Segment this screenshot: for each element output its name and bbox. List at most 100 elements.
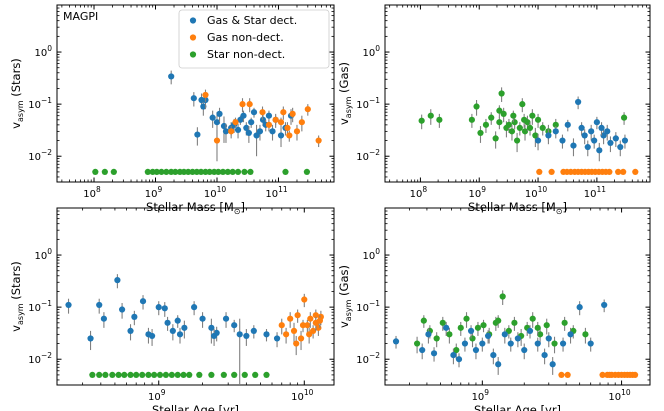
point-star-non [180,371,187,379]
point-star-non [89,371,96,379]
point-star-non [96,371,103,379]
point-star-non [511,319,518,326]
y-tick-label: 10−2 [356,148,380,163]
point-gas-non [615,168,622,176]
point-star-non [172,168,179,176]
point-star-non [413,340,421,347]
point-gas-non [307,315,314,322]
y-axis-label-sub: asym [16,100,25,122]
point-star-non [513,137,521,144]
point-gas-star [256,128,264,135]
point-star-non [174,371,181,379]
y-axis-label-base: v [337,118,351,125]
point-gas-star [576,304,583,311]
x-tick-exp: 9 [481,185,486,194]
point-gas-star [118,306,126,313]
x-tick-exp: 8 [96,185,101,194]
point-gas-star [545,335,552,342]
point-star-non [495,317,502,324]
point-gas-non [564,371,571,379]
y-tick-label: 100 [34,44,52,59]
point-star-non [208,371,215,379]
points-layer [92,70,322,176]
point-gas-star [617,143,624,151]
point-gas-star [139,298,147,305]
point-gas-star [549,361,556,368]
point-star-non [505,327,512,334]
y-axis-label-rest: (Gas) [337,265,351,300]
x-axis-label: Stellar Mass [M⊙] [146,200,245,216]
point-gas-star [575,98,582,106]
y-tick-exp: 0 [47,247,52,256]
y-tick-label: 100 [34,247,52,262]
x-tick-exp: 9 [161,388,166,397]
point-star-non [469,335,476,342]
point-star-non [488,114,495,121]
point-gas-non [272,116,279,123]
point-star-non [539,124,546,131]
y-tick-base: 10 [356,152,369,163]
points-layer [392,290,639,379]
x-tick-base: 10 [291,392,304,403]
legend-box [178,9,330,69]
point-gas-star [521,346,528,354]
point-gas-star [567,331,574,338]
y-tick-exp: −1 [369,96,380,105]
y-tick-label: 10−1 [28,96,52,111]
point-gas-star [461,340,469,347]
point-gas-star [213,119,221,126]
point-gas-star [601,301,608,309]
y-tick-base: 10 [356,303,369,314]
point-gas-star [467,327,475,334]
point-star-non [186,371,193,379]
point-gas-star [148,332,156,340]
point-gas-star [598,124,605,131]
point-star-non [508,128,516,135]
y-tick-base: 10 [28,152,41,163]
x-axis-label-end: ] [562,200,567,214]
legend-label: Star non-dect. [207,48,285,61]
x-tick-label: 1011 [265,185,288,200]
point-gas-star [65,301,72,309]
plot-frame [384,207,651,386]
point-star-non [510,112,517,119]
x-tick-label: 1010 [525,185,548,200]
point-gas-star [578,124,585,131]
point-gas-star [612,135,619,142]
y-tick-exp: 0 [47,44,52,53]
y-tick-exp: −2 [369,148,380,157]
x-tick-label: 108 [410,185,428,200]
point-gas-non [304,322,311,329]
legend-marker [189,17,197,24]
point-star-non [109,371,116,379]
point-gas-star [472,346,480,354]
point-star-non [418,117,425,124]
point-star-non [551,340,558,347]
point-gas-non [286,132,293,139]
x-axis-label-main: Stellar Age [yr] [152,403,239,411]
x-tick-label: 1010 [291,388,314,403]
point-gas-non [312,312,319,319]
y-axis-label-base: v [337,321,351,328]
point-gas-star [250,327,257,334]
point-gas-star [231,322,238,329]
y-axis-label-base: v [9,122,23,129]
y-tick-exp: 0 [375,247,380,256]
x-tick-base: 10 [265,189,278,200]
point-star-non [500,110,507,117]
point-star-non [197,168,205,176]
point-gas-star [593,119,600,126]
point-star-non [189,168,196,176]
point-gas-star [621,137,629,144]
point-star-non [127,371,134,379]
point-gas-star [253,132,260,139]
y-tick-base: 10 [28,303,41,314]
legend-label: Gas non-dect. [207,31,284,44]
point-star-non [473,103,480,110]
point-gas-non [202,91,209,99]
point-gas-non [290,327,298,334]
point-gas-star [216,110,223,117]
point-gas-non [283,331,290,338]
point-gas-non [548,168,555,176]
